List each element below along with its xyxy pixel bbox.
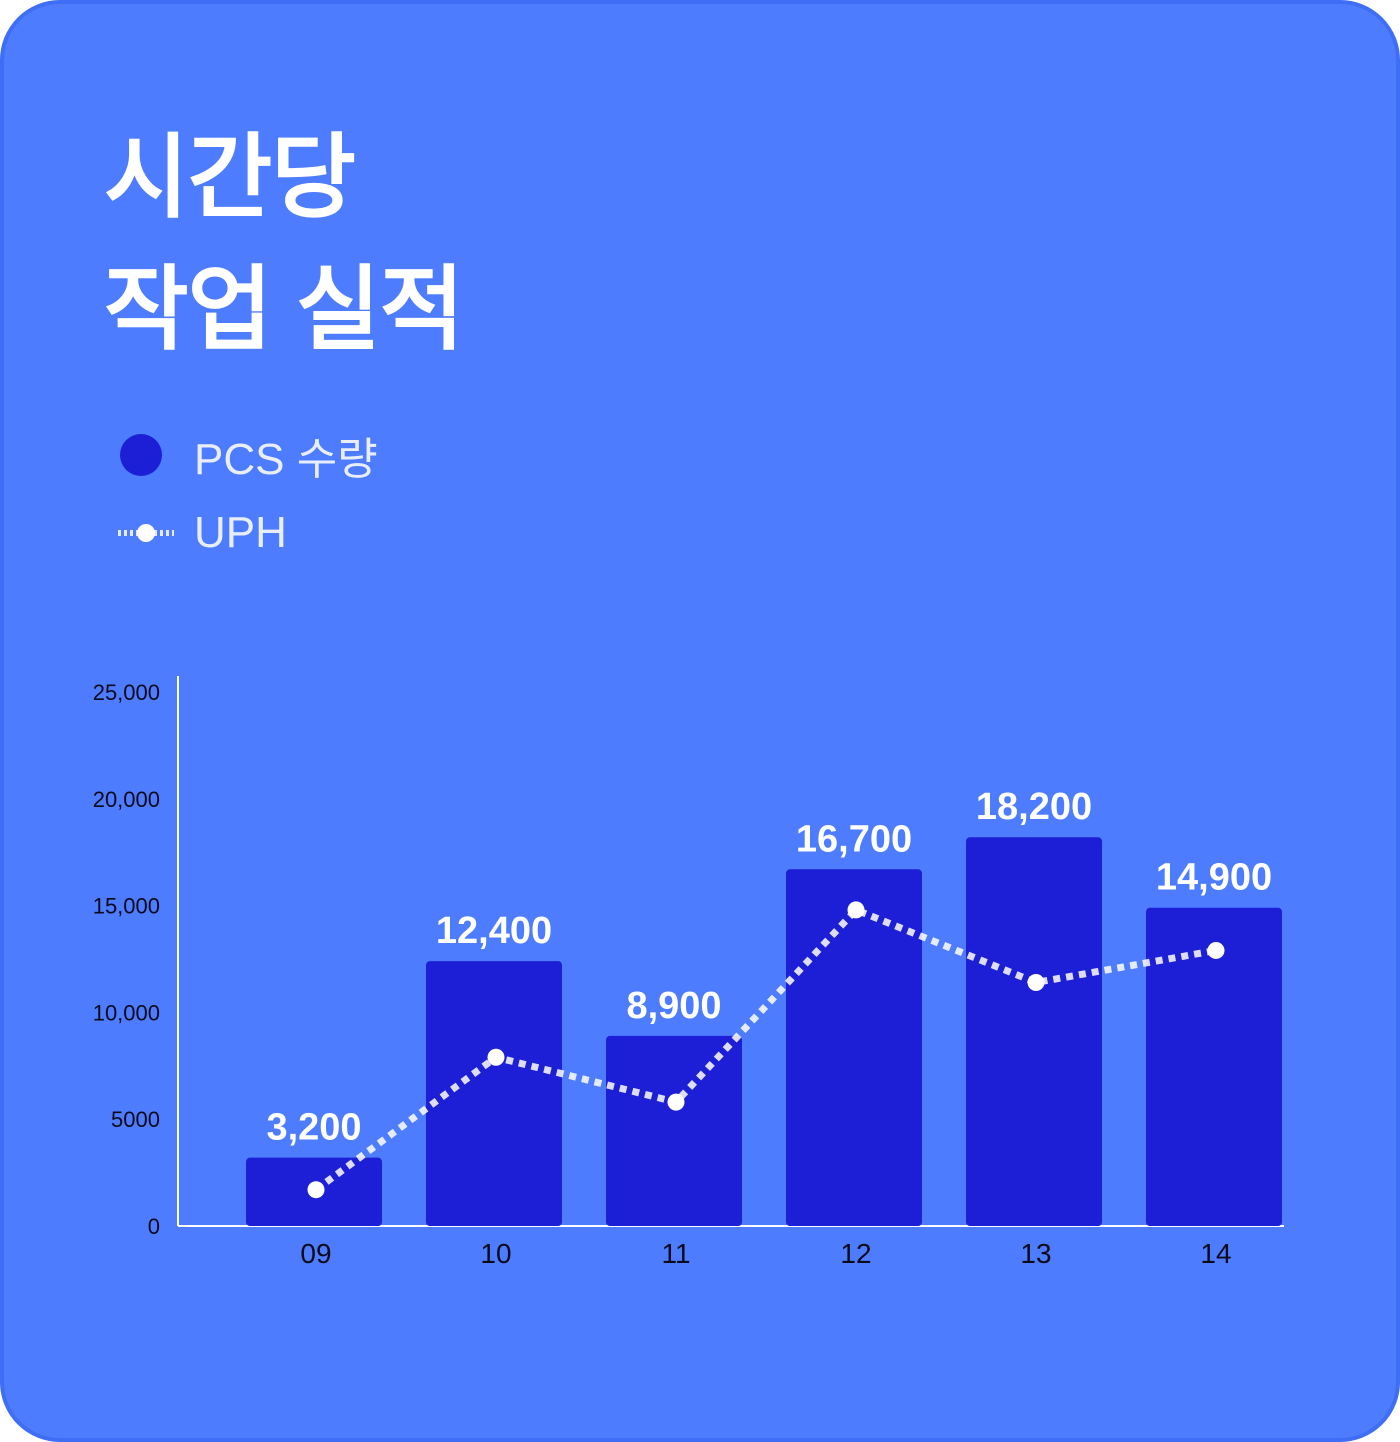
bar-data-label: 18,200	[976, 786, 1092, 828]
y-tick-label: 20,000	[93, 787, 160, 812]
legend-line-swatch	[118, 524, 174, 542]
bar-data-label: 12,400	[436, 910, 552, 952]
legend-label-uph: UPH	[194, 508, 287, 557]
bar-data-label: 14,900	[1156, 857, 1272, 899]
x-tick-label: 10	[480, 1238, 511, 1269]
uph-point	[1207, 941, 1225, 959]
bar-data-label: 16,700	[796, 818, 912, 860]
bar	[426, 961, 562, 1226]
x-tick-label: 12	[840, 1238, 871, 1269]
bar	[606, 1035, 742, 1226]
legend-item-uph: UPH	[118, 494, 287, 572]
uph-point	[1027, 973, 1045, 991]
y-tick-label: 25,000	[93, 680, 160, 705]
y-tick-label: 0	[148, 1214, 160, 1239]
chart-plot: 0 5000 10,000 15,000 20,000 25,000 3,200 12,400…	[93, 676, 1284, 1269]
uph-point	[667, 1093, 685, 1111]
x-tick-label: 11	[661, 1238, 690, 1269]
chart-title: 시간당 작업 실적	[104, 112, 464, 376]
title-line-1: 시간당	[104, 127, 356, 229]
legend-item-pcs: PCS 수량	[118, 416, 378, 494]
bar-data-label: 3,200	[266, 1107, 361, 1149]
y-tick-label: 10,000	[93, 1000, 160, 1025]
bar	[1146, 907, 1282, 1226]
title-line-2: 작업 실적	[104, 259, 464, 361]
legend-bar-swatch	[120, 434, 162, 476]
uph-point	[307, 1181, 325, 1199]
uph-point	[487, 1048, 505, 1066]
uph-point	[847, 901, 865, 919]
x-tick-label: 13	[1020, 1238, 1051, 1269]
y-tick-label: 5000	[111, 1107, 160, 1132]
bar-data-label: 8,900	[626, 985, 721, 1027]
bar	[786, 869, 922, 1226]
bar	[966, 837, 1102, 1226]
legend: PCS 수량 UPH	[118, 416, 378, 572]
uph-line	[313, 905, 1217, 1193]
y-tick-label: 15,000	[93, 894, 160, 919]
x-tick-label: 14	[1200, 1238, 1231, 1269]
x-tick-label: 09	[300, 1238, 331, 1269]
legend-label-pcs: PCS 수량	[194, 435, 378, 484]
